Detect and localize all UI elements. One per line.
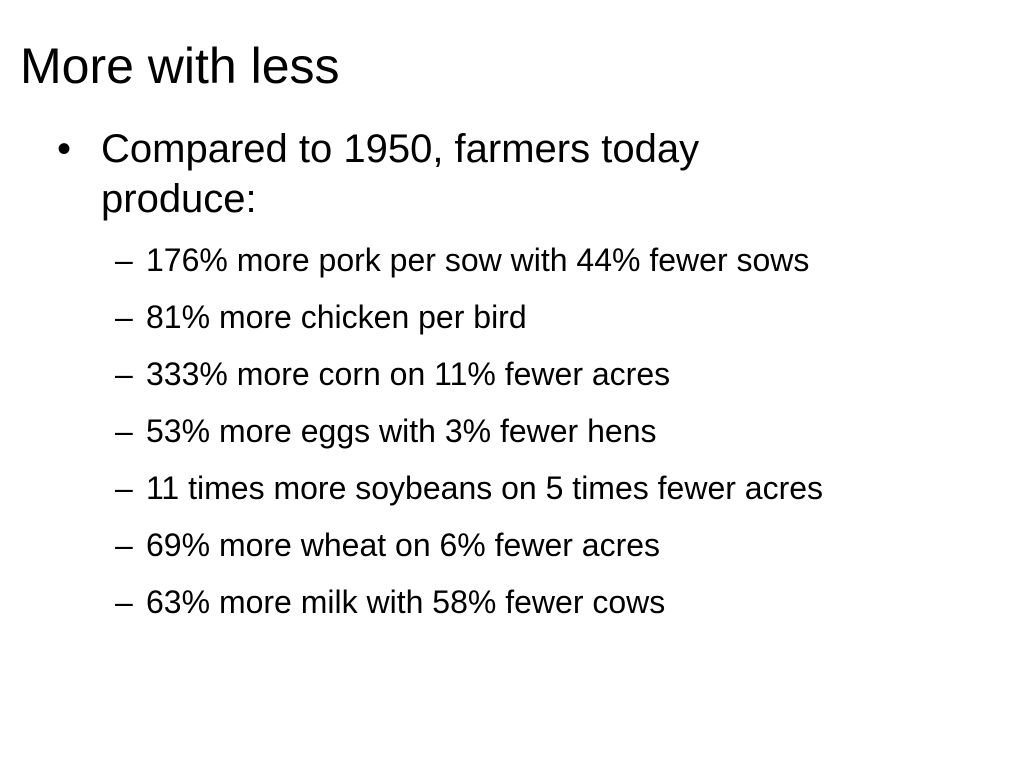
sub-bullet-text: 63% more milk with 58% fewer cows: [146, 584, 666, 620]
sub-bullet-text: 333% more corn on 11% fewer acres: [146, 356, 671, 392]
dash-marker: –: [115, 527, 133, 563]
sub-bullet-item: – 69% more wheat on 6% fewer acres: [0, 525, 886, 566]
dash-marker: –: [115, 242, 133, 278]
sub-bullet-item: – 11 times more soybeans on 5 times fewe…: [0, 468, 886, 509]
sub-bullet-text: 69% more wheat on 6% fewer acres: [146, 527, 661, 563]
sub-bullet-text: 11 times more soybeans on 5 times fewer …: [146, 470, 824, 506]
sub-bullet-item: – 81% more chicken per bird: [0, 297, 886, 338]
slide-body: • Compared to 1950, farmers today produc…: [0, 124, 1024, 639]
sub-bullet-list: – 176% more pork per sow with 44% fewer …: [0, 240, 1024, 623]
main-bullet-text: Compared to 1950, farmers today produce:: [101, 127, 700, 221]
sub-bullet-item: – 53% more eggs with 3% fewer hens: [0, 411, 886, 452]
bullet-marker: •: [57, 127, 72, 171]
dash-marker: –: [115, 299, 133, 335]
sub-bullet-item: – 63% more milk with 58% fewer cows: [0, 582, 886, 623]
slide-title: More with less: [20, 38, 340, 94]
dash-marker: –: [115, 413, 133, 449]
dash-marker: –: [115, 584, 133, 620]
sub-bullet-item: – 333% more corn on 11% fewer acres: [0, 354, 886, 395]
main-bullet: • Compared to 1950, farmers today produc…: [0, 124, 801, 224]
dash-marker: –: [115, 470, 133, 506]
sub-bullet-text: 81% more chicken per bird: [146, 299, 527, 335]
sub-bullet-item: – 176% more pork per sow with 44% fewer …: [0, 240, 886, 281]
dash-marker: –: [115, 356, 133, 392]
sub-bullet-text: 53% more eggs with 3% fewer hens: [146, 413, 657, 449]
sub-bullet-text: 176% more pork per sow with 44% fewer so…: [146, 242, 810, 278]
